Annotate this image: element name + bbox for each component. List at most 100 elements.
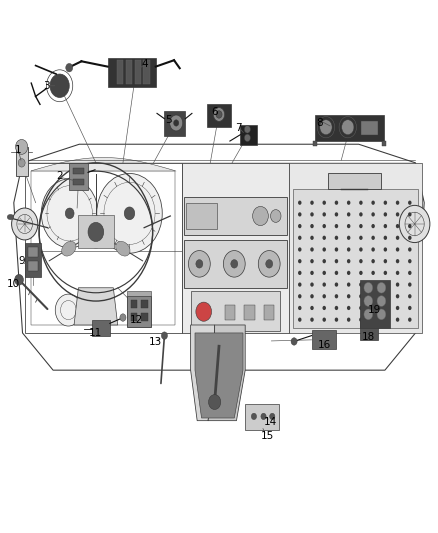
Bar — [131, 300, 138, 308]
Circle shape — [298, 271, 301, 275]
Circle shape — [396, 212, 399, 216]
Text: 1: 1 — [15, 144, 21, 155]
Circle shape — [384, 271, 387, 275]
Circle shape — [371, 294, 375, 298]
Text: 11: 11 — [89, 328, 102, 338]
Circle shape — [371, 212, 375, 216]
Circle shape — [170, 115, 183, 131]
Circle shape — [298, 224, 301, 228]
Circle shape — [371, 200, 375, 205]
Bar — [207, 104, 231, 127]
Circle shape — [55, 294, 81, 326]
Circle shape — [377, 296, 386, 306]
Bar — [186, 203, 217, 229]
Circle shape — [261, 413, 266, 419]
Bar — [245, 404, 279, 430]
Circle shape — [371, 236, 375, 240]
Circle shape — [310, 224, 314, 228]
Circle shape — [371, 271, 375, 275]
Circle shape — [41, 179, 98, 248]
Circle shape — [291, 338, 297, 345]
Circle shape — [18, 159, 25, 167]
Circle shape — [335, 236, 338, 240]
Circle shape — [270, 413, 275, 419]
Circle shape — [251, 413, 257, 419]
Circle shape — [347, 212, 350, 216]
Circle shape — [364, 309, 373, 320]
Circle shape — [120, 314, 126, 321]
Ellipse shape — [62, 241, 76, 256]
Circle shape — [335, 212, 338, 216]
Circle shape — [216, 111, 222, 118]
Circle shape — [347, 259, 350, 263]
Circle shape — [310, 318, 314, 322]
Circle shape — [371, 259, 375, 263]
Bar — [360, 280, 390, 328]
Circle shape — [14, 274, 23, 285]
Circle shape — [396, 247, 399, 252]
Circle shape — [244, 126, 251, 133]
Polygon shape — [195, 333, 243, 418]
Polygon shape — [208, 325, 245, 421]
Circle shape — [310, 271, 314, 275]
Bar — [240, 125, 257, 146]
Ellipse shape — [7, 214, 14, 220]
Polygon shape — [191, 325, 215, 421]
Circle shape — [322, 282, 326, 287]
Circle shape — [396, 236, 399, 240]
Circle shape — [347, 200, 350, 205]
Bar — [144, 60, 150, 84]
Text: 19: 19 — [367, 305, 381, 315]
Circle shape — [408, 318, 412, 322]
Circle shape — [384, 247, 387, 252]
Circle shape — [322, 271, 326, 275]
Circle shape — [335, 271, 338, 275]
Circle shape — [408, 200, 412, 205]
Circle shape — [408, 247, 412, 252]
Circle shape — [359, 247, 363, 252]
Circle shape — [335, 294, 338, 298]
Text: 16: 16 — [318, 340, 331, 350]
Text: 18: 18 — [362, 332, 375, 342]
Polygon shape — [74, 288, 118, 325]
Bar — [73, 179, 84, 184]
Circle shape — [384, 200, 387, 205]
Circle shape — [371, 282, 375, 287]
Circle shape — [347, 224, 350, 228]
Circle shape — [384, 306, 387, 310]
Circle shape — [359, 200, 363, 205]
Circle shape — [396, 259, 399, 263]
Bar — [182, 163, 289, 333]
Bar — [382, 141, 386, 146]
Bar — [311, 330, 336, 349]
Circle shape — [347, 282, 350, 287]
Bar — [28, 261, 38, 271]
Circle shape — [253, 206, 268, 225]
Circle shape — [335, 247, 338, 252]
Bar — [135, 60, 141, 84]
Bar — [244, 305, 255, 320]
Circle shape — [322, 294, 326, 298]
Circle shape — [298, 306, 301, 310]
Circle shape — [196, 302, 212, 321]
Circle shape — [12, 208, 38, 240]
Circle shape — [335, 318, 338, 322]
Circle shape — [384, 282, 387, 287]
Circle shape — [65, 208, 74, 219]
Circle shape — [173, 120, 179, 126]
Circle shape — [359, 294, 363, 298]
Circle shape — [322, 212, 326, 216]
Circle shape — [396, 282, 399, 287]
Bar — [141, 300, 148, 308]
Bar — [69, 164, 88, 190]
Circle shape — [359, 259, 363, 263]
Text: 8: 8 — [316, 118, 323, 128]
Circle shape — [310, 294, 314, 298]
Bar — [131, 313, 138, 321]
Circle shape — [196, 260, 203, 268]
Circle shape — [335, 306, 338, 310]
Circle shape — [231, 260, 238, 268]
Circle shape — [347, 306, 350, 310]
Circle shape — [335, 282, 338, 287]
Text: 13: 13 — [149, 337, 162, 347]
